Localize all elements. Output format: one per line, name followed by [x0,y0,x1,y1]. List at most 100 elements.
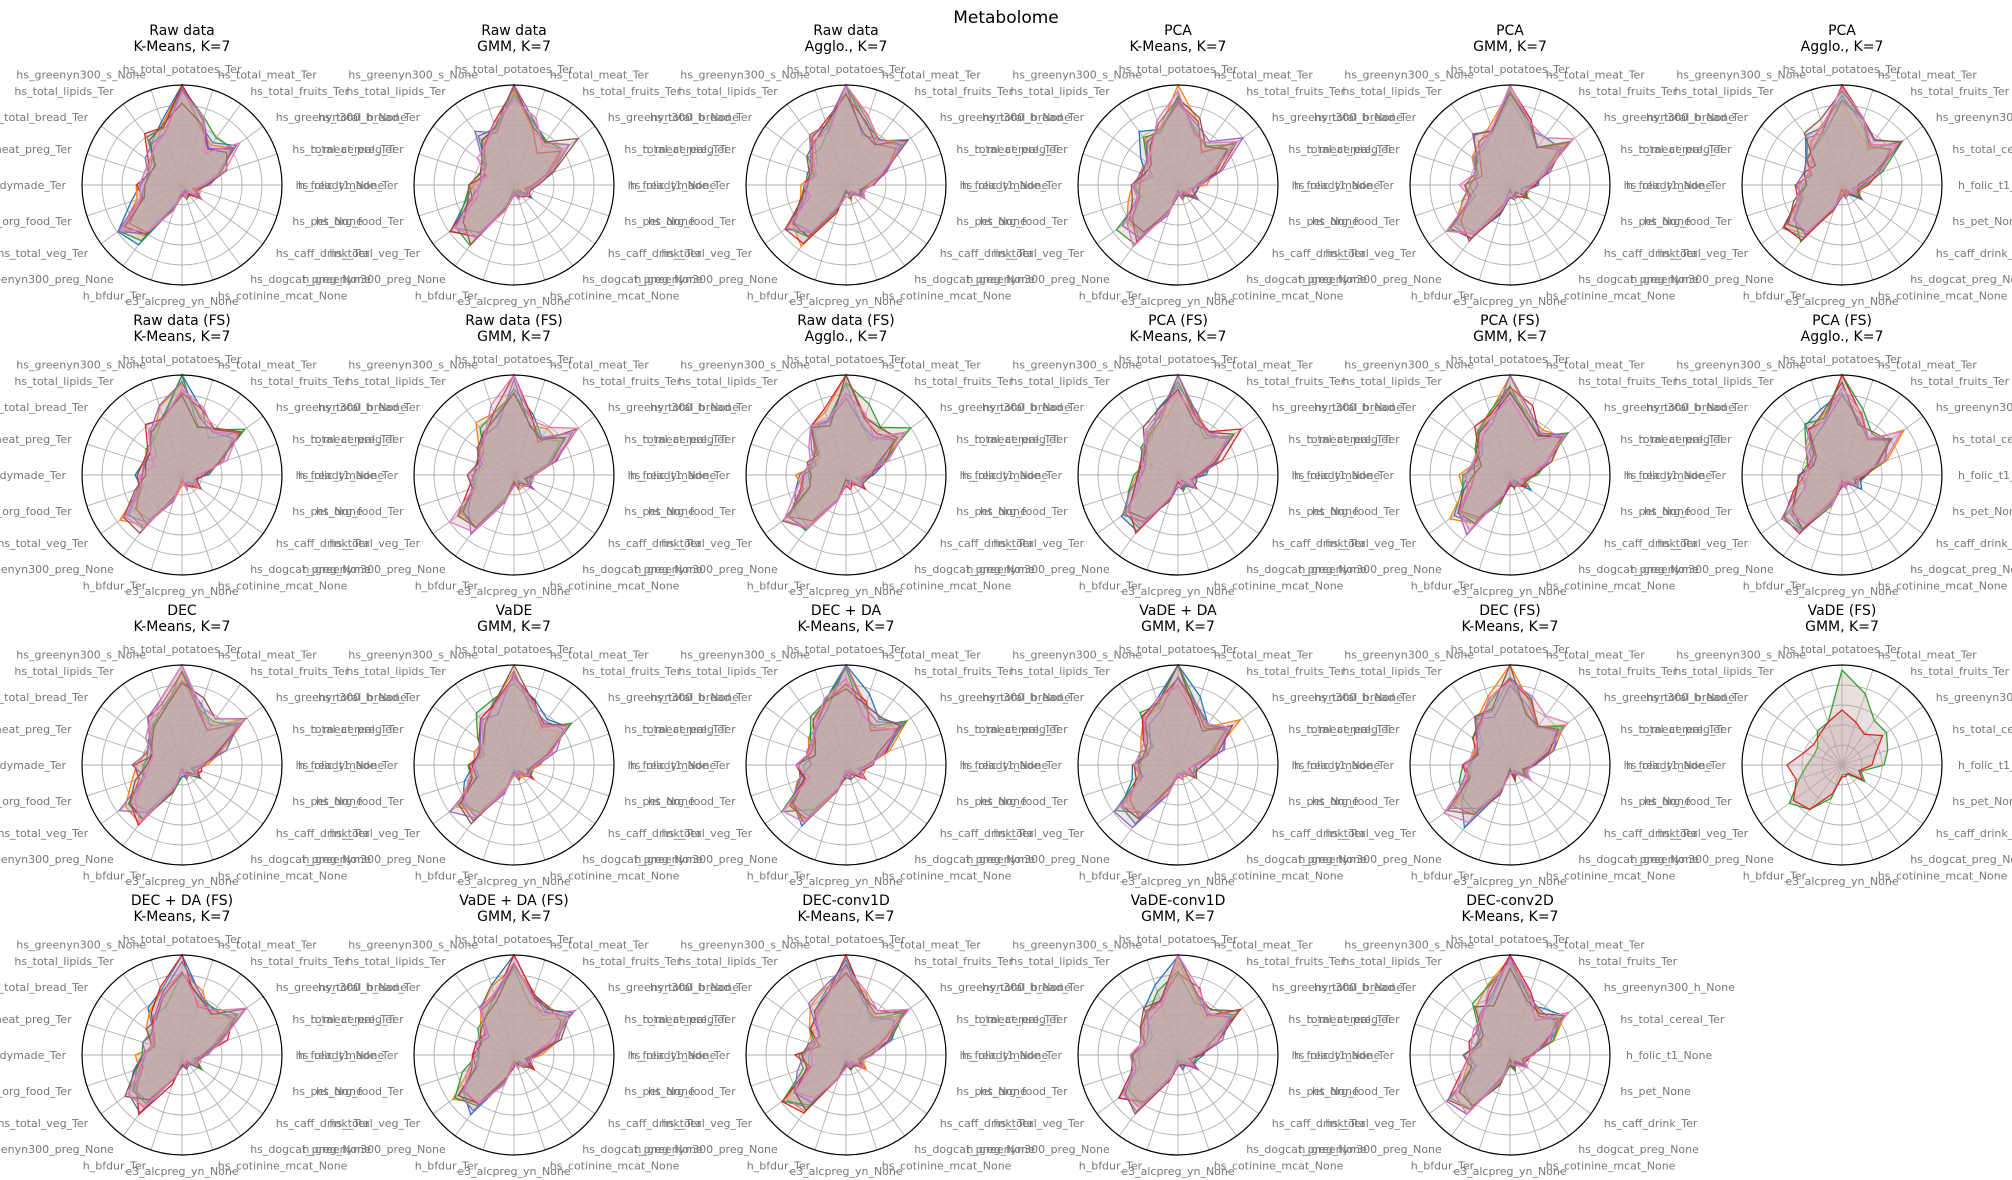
panel-title: PCA (FS) K-Means, K=7 [1130,313,1227,345]
variable-label: hs_greenyn300_h_None [608,111,739,124]
variable-label: hs_total_meat_Ter [550,69,650,82]
panel-title: VaDE (FS) GMM, K=7 [1805,603,1879,635]
grid-spoke [181,443,278,476]
grid-spoke [1509,764,1570,847]
variable-label: h_greenyn300_preg_None [0,853,114,866]
variable-label: e3_alcpreg_yn_None [1453,585,1567,598]
variable-label: hs_total_fruits_Ter [914,375,1013,388]
variable-label: e3_alcpreg_yn_None [1785,585,1899,598]
grid-spoke [454,474,515,557]
variable-label: hs_greenyn300_h_None [1272,691,1403,704]
variable-label: hs_total_lipids_Ter [1342,955,1442,968]
grid-spoke [1146,959,1179,1056]
panel-title: PCA (FS) Agglo., K=7 [1801,313,1884,345]
variable-label: hs_total_fruits_Ter [1578,375,1677,388]
variable-label: hs_greenyn300_s_None [16,939,146,952]
grid-spoke [1760,474,1843,535]
grid-spoke [845,474,878,571]
variable-label: hs_greenyn300_h_None [940,111,1071,124]
grid-spoke [100,415,183,476]
grid-spoke [1177,474,1238,557]
outer-ring [1409,954,1611,1156]
variable-label: hs_dogcat_preg_None [914,1143,1035,1156]
variable-label: hs_readymade_Ter [1292,469,1395,482]
variable-label: hs_greenyn300_h_None [276,401,407,414]
variable-label: e3_alcpreg_yn_None [1121,1165,1235,1178]
grid-spoke [750,184,847,217]
outer-ring [1409,84,1611,286]
grid-spoke [454,1054,515,1137]
variable-label: h_meat_preg_Ter [0,723,72,736]
variable-label: hs_org_food_Ter [316,505,404,518]
grid-spoke [1096,474,1179,535]
grid-spoke [764,474,847,535]
variable-label: hs_total_fruits_Ter [582,375,681,388]
outer-ring [1741,664,1943,866]
panel-title: VaDE + DA (FS) GMM, K=7 [459,893,569,925]
variable-label: h_bfdur_Ter [1743,579,1807,592]
variable-label: hs_readymade_Ter [1624,759,1727,772]
variable-label: hs_total_fruits_Ter [1910,375,2009,388]
variable-label: hs_pet_None [624,795,695,808]
variable-label: hs_caff_drink_Ter [276,1117,370,1130]
variable-label: hs_total_lipids_Ter [346,955,446,968]
variable-label: hs_total_bread_Ter [982,111,1085,124]
variable-label: h_greenyn300_preg_None [0,273,114,286]
grid-spoke [86,733,183,766]
variable-label: hs_total_fruits_Ter [1578,85,1677,98]
cluster-profile [453,83,571,234]
grid-spoke [1146,89,1179,186]
variable-label: hs_cotinine_mcat_None [1214,579,1344,592]
grid-spoke [1082,443,1179,476]
variable-label: hs_dogcat_preg_None [1578,1143,1699,1156]
variable-label: hs_total_veg_Ter [0,247,89,260]
variable-label: hs_total_bread_Ter [318,981,421,994]
variable-label: hs_total_cereal_Ter [292,1013,397,1026]
variable-label: hs_cotinine_mcat_None [882,1159,1012,1172]
variable-label: hs_caff_drink_Ter [1604,1117,1698,1130]
variable-label: hs_greenyn300_s_None [1344,649,1474,662]
grid-spoke [181,1023,278,1056]
grid-spoke [181,733,278,766]
variable-label: hs_total_meat_Ter [1878,359,1978,372]
cluster-profile [794,966,911,1099]
variable-label: hs_dogcat_preg_None [1910,853,2012,866]
variable-label: hs_org_food_Ter [648,795,736,808]
grid-spoke [513,103,574,186]
variable-label: hs_readymade_Ter [0,179,66,192]
grid-spoke [845,669,878,766]
grid-spoke [1450,1054,1511,1137]
variable-label: hs_total_bread_Ter [1646,111,1749,124]
grid-spoke [1841,89,1874,186]
variable-label: hs_total_lipids_Ter [1010,85,1110,98]
grid-spoke [1146,669,1179,766]
grid-spoke [513,959,546,1056]
variable-label: hs_total_meat_Ter [550,649,650,662]
variable-label: hs_total_bread_Ter [318,691,421,704]
variable-label: h_greenyn300_preg_None [634,1143,778,1156]
variable-label: h_folic_t1_None [630,179,716,192]
cluster-profile [1458,396,1568,532]
outer-ring [1741,374,1943,576]
variable-label: h_bfdur_Ter [747,869,811,882]
variable-label: hs_total_veg_Ter [661,827,752,840]
grid-spoke [786,184,847,267]
grid-spoke [122,103,183,186]
variable-label: hs_total_cereal_Ter [1620,143,1725,156]
cluster-profile [463,961,578,1105]
grid-spoke [1177,443,1274,476]
grid-spoke [1841,393,1902,476]
variable-label: hs_total_fruits_Ter [914,955,1013,968]
variable-label: hs_org_food_Ter [648,505,736,518]
variable-label: hs_total_cereal_Ter [1620,723,1725,736]
grid-spoke [513,415,596,476]
variable-label: h_folic_t1_None [298,1049,384,1062]
panel-title: Raw data K-Means, K=7 [134,23,231,55]
panel-title: DEC-conv2D K-Means, K=7 [1462,893,1559,925]
grid-spoke [1428,474,1511,535]
variable-label: e3_alcpreg_yn_None [789,295,903,308]
variable-label: h_greenyn300_preg_None [634,853,778,866]
grid-spoke [1096,415,1179,476]
variable-label: e3_alcpreg_yn_None [1453,1165,1567,1178]
variable-label: hs_total_fruits_Ter [1578,665,1677,678]
